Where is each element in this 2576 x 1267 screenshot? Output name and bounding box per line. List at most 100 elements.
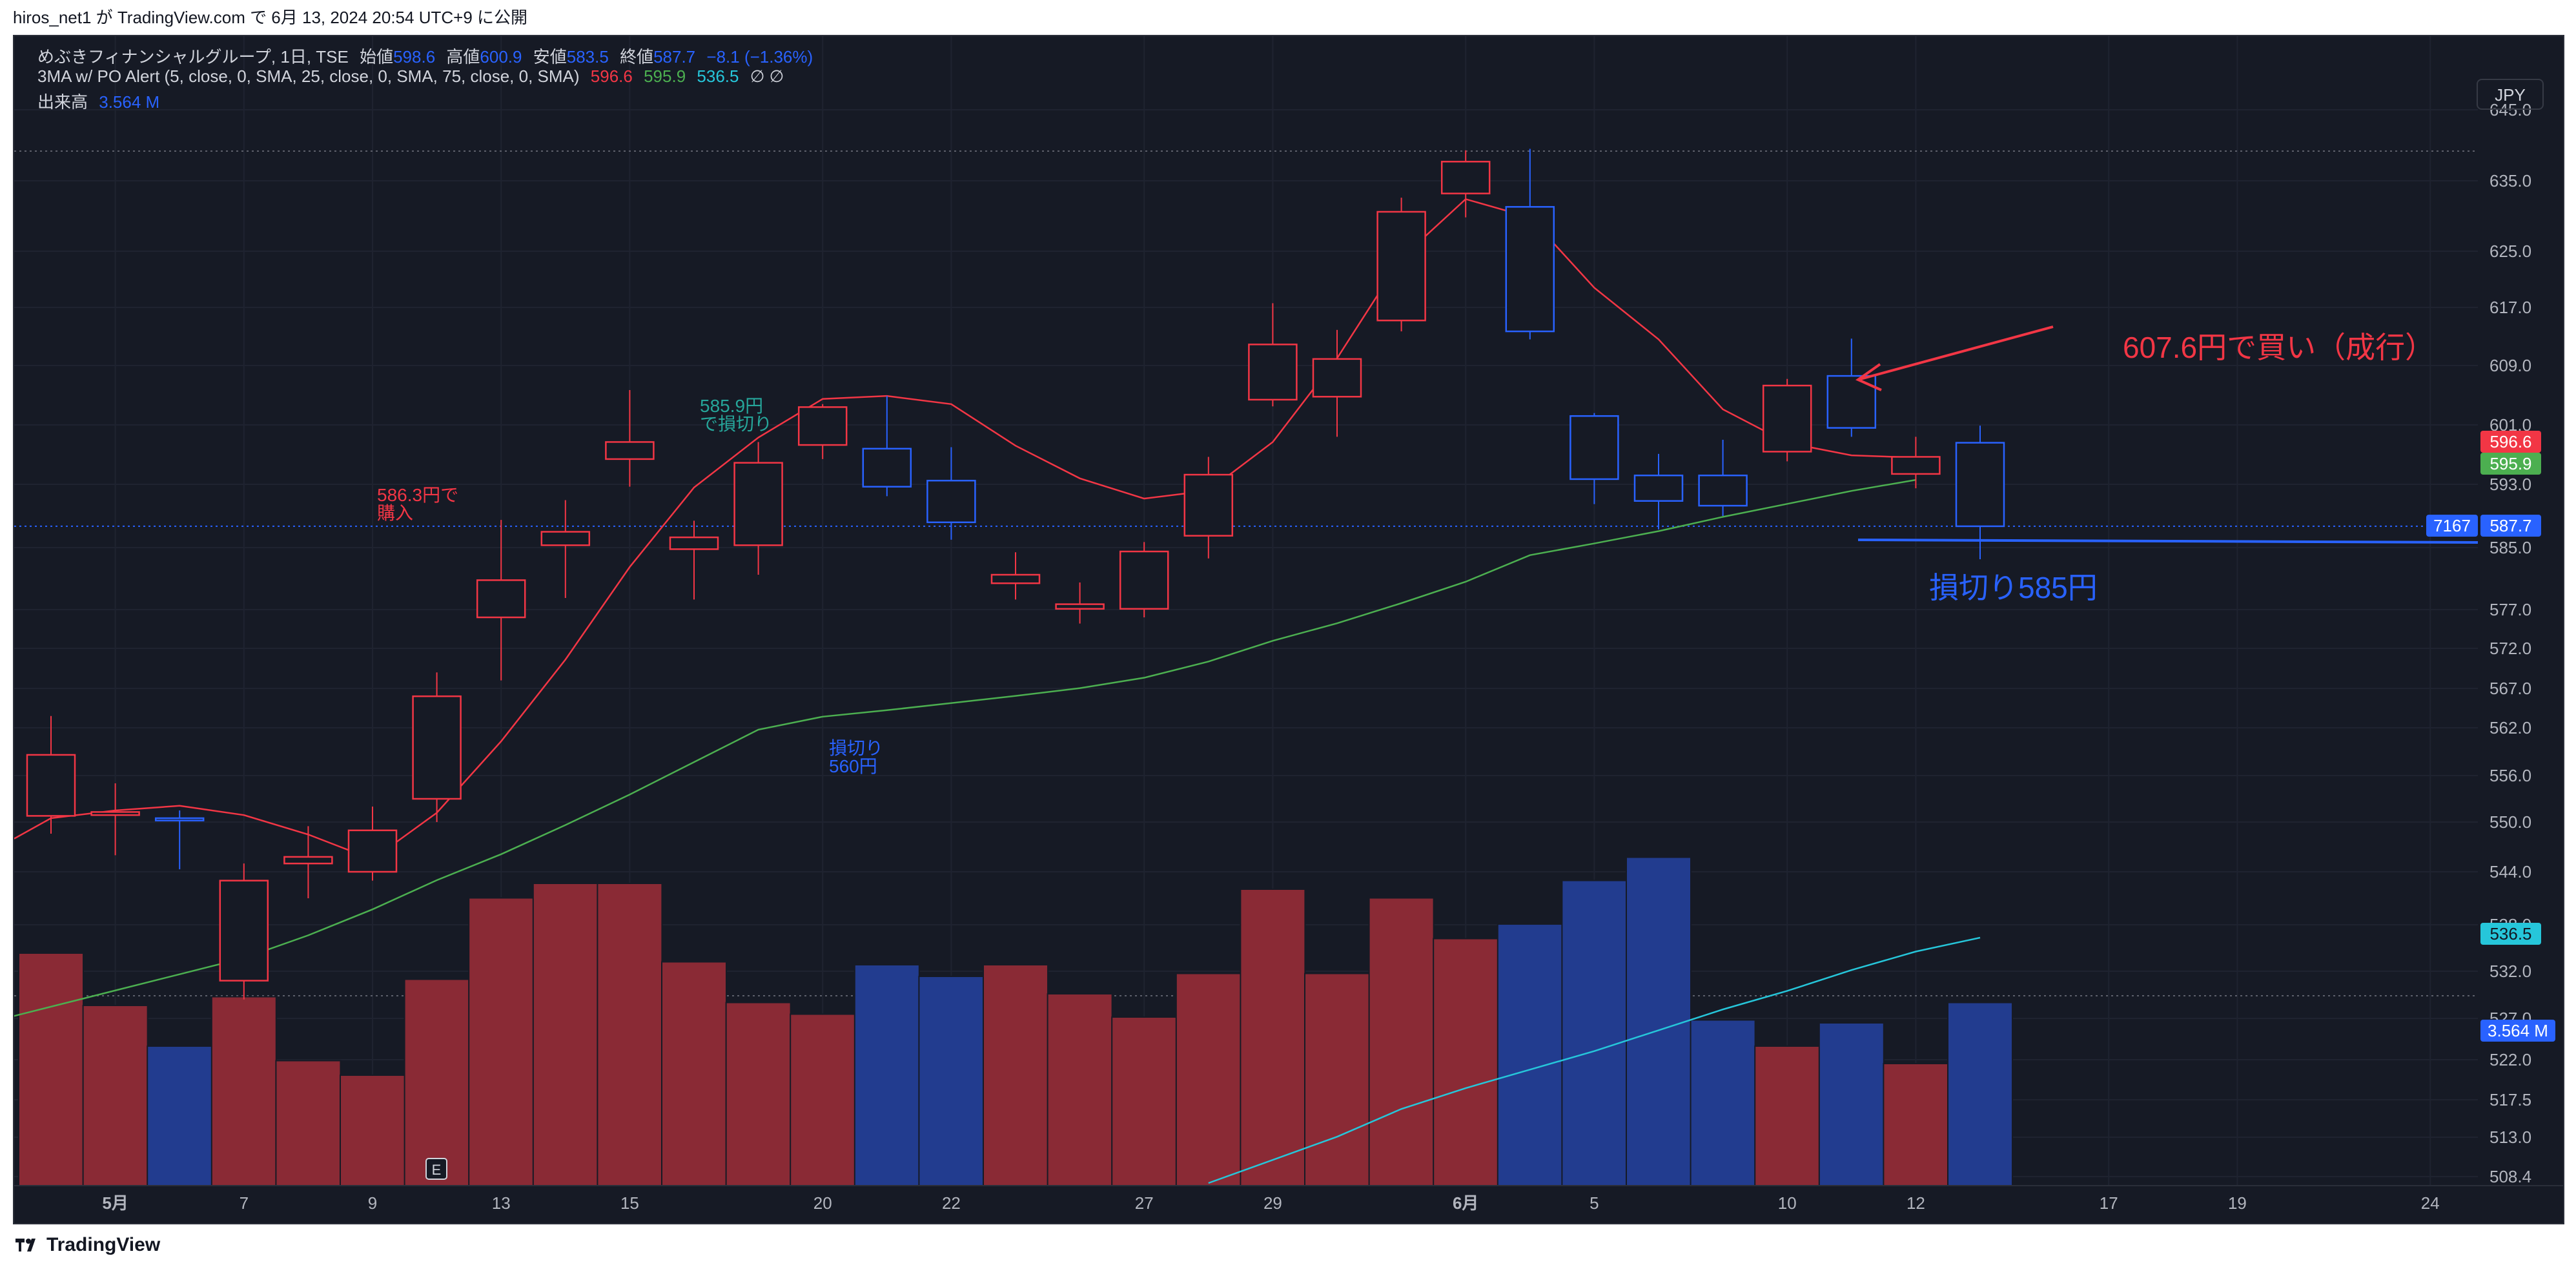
candle-body[interactable] xyxy=(283,856,333,865)
chart-frame[interactable]: 586.3円で購入 585.9円で損切り 損切り 560円 607.6円で買い（成行） 損… xyxy=(0,35,2564,1224)
volume-bar xyxy=(918,976,985,1186)
candle-body[interactable] xyxy=(733,462,783,546)
price-tick-label: 625.0 xyxy=(2489,242,2531,261)
legend-volume-label: 出来高 xyxy=(37,92,88,112)
candle-body[interactable] xyxy=(926,480,976,524)
time-tick-label: 13 xyxy=(492,1193,511,1213)
time-tick-label: 24 xyxy=(2421,1193,2440,1213)
stop-loss-line xyxy=(1857,539,2479,544)
candle-body[interactable] xyxy=(1119,550,1169,610)
volume-bar xyxy=(1368,897,1435,1186)
candle-body[interactable] xyxy=(669,536,719,550)
ma75-line xyxy=(1208,936,1981,1184)
price-tick-label: 585.0 xyxy=(2489,538,2531,557)
price-tag-countdown-bg xyxy=(2426,515,2478,537)
price-tag-last: 587.7 xyxy=(2489,516,2531,535)
price-tick-label: 550.0 xyxy=(2489,812,2531,832)
candle-body[interactable] xyxy=(90,811,140,816)
volume-bar xyxy=(468,897,535,1186)
legend-close: 587.7 xyxy=(653,47,696,67)
candle-body[interactable] xyxy=(1312,358,1362,398)
price-tick-label: 593.0 xyxy=(2489,475,2531,494)
volume-bar xyxy=(1818,1022,1885,1186)
price-tag-ma25-bg xyxy=(2480,453,2541,475)
price-tick-label: 645.0 xyxy=(2489,100,2531,119)
volume-bar xyxy=(1626,856,1692,1186)
time-tick-label: 6月 xyxy=(1453,1193,1478,1213)
earnings-marker[interactable] xyxy=(425,1158,447,1180)
candle-body[interactable] xyxy=(1698,474,1748,507)
legend-close-label: 終値 xyxy=(620,47,654,67)
candle-body[interactable] xyxy=(540,531,591,546)
volume-bar xyxy=(1497,923,1563,1186)
volume-bar xyxy=(597,883,663,1186)
candle-body[interactable] xyxy=(1762,384,1812,453)
volume-bar xyxy=(1883,1063,1949,1186)
time-tick-label: 12 xyxy=(1906,1193,1925,1213)
price-tick-label: 544.0 xyxy=(2489,862,2531,881)
time-tick-label: 15 xyxy=(620,1193,639,1213)
candle-body[interactable] xyxy=(1569,415,1619,480)
legend-empty-symbols: ∅ ∅ xyxy=(750,67,784,86)
candle-body[interactable] xyxy=(797,406,848,446)
tradingview-brand[interactable]: TradingView xyxy=(14,1233,160,1257)
ma25-line xyxy=(0,479,1916,1021)
candle-body[interactable] xyxy=(990,573,1041,584)
price-tick-label: 567.0 xyxy=(2489,679,2531,698)
candle-body[interactable] xyxy=(605,441,655,460)
legend-symbol: めぶきフィナンシャルグループ, 1日, TSE xyxy=(37,47,349,67)
legend-ma5: 596.6 xyxy=(590,67,633,86)
time-tick-label: 29 xyxy=(1263,1193,1282,1213)
candle-body[interactable] xyxy=(154,817,205,821)
price-tick-label: 508.4 xyxy=(2489,1167,2531,1186)
volume-bar xyxy=(661,961,727,1186)
volume-bar xyxy=(340,1075,405,1186)
price-tag-ma75-bg xyxy=(2480,923,2541,945)
candle-body[interactable] xyxy=(1055,603,1105,610)
footer: TradingView xyxy=(0,1224,2576,1267)
earnings-marker-label: E xyxy=(432,1162,442,1178)
volume-bar xyxy=(1947,1002,2013,1186)
legend-volume-row: 出来高 3.564 M xyxy=(37,89,166,113)
legend-indicator: 3MA w/ PO Alert (5, close, 0, SMA, 25, c… xyxy=(37,67,580,86)
candle-body[interactable] xyxy=(412,695,462,800)
time-tick-label: 5月 xyxy=(102,1193,128,1213)
time-tick-label: 22 xyxy=(942,1193,961,1213)
time-tick-label: 10 xyxy=(1778,1193,1797,1213)
candle-body[interactable] xyxy=(1440,161,1491,194)
candle-body[interactable] xyxy=(1183,473,1234,537)
price-tag-volume-bg xyxy=(2480,1020,2555,1042)
legend-open-label: 始値 xyxy=(360,47,394,67)
candle-body[interactable] xyxy=(1248,344,1298,401)
candle-body[interactable] xyxy=(1376,211,1426,322)
price-tick-label: 522.0 xyxy=(2489,1050,2531,1069)
volume-bar xyxy=(1754,1046,1821,1186)
volume-bar xyxy=(532,883,598,1186)
price-tick-label: 562.0 xyxy=(2489,718,2531,737)
price-tick-label: 577.0 xyxy=(2489,600,2531,619)
candle-body[interactable] xyxy=(219,880,269,982)
time-tick-label: 20 xyxy=(813,1193,832,1213)
volume-bar xyxy=(983,964,1048,1186)
price-tag-last-bg xyxy=(2480,515,2541,537)
volume-bar xyxy=(1111,1016,1178,1186)
time-tick-label: 17 xyxy=(2100,1193,2118,1213)
candle-body[interactable] xyxy=(1891,456,1941,475)
annotation-stop-note-1: 585.9円で損切り xyxy=(700,396,772,434)
candle-body[interactable] xyxy=(26,754,76,817)
volume-bar xyxy=(82,1005,148,1186)
candle-body[interactable] xyxy=(1633,474,1684,502)
time-tick-label: 5 xyxy=(1590,1193,1599,1213)
currency-button[interactable]: JPY xyxy=(2477,79,2544,110)
candle-body[interactable] xyxy=(347,829,398,873)
time-tick-label: 9 xyxy=(368,1193,377,1213)
candle-body[interactable] xyxy=(476,579,526,619)
candle-body[interactable] xyxy=(1505,206,1555,333)
volume-bar xyxy=(18,953,84,1186)
candle-body[interactable] xyxy=(1955,442,2005,528)
time-tick-label: 27 xyxy=(1135,1193,1154,1213)
volume-bar xyxy=(1175,973,1242,1186)
price-tick-label: 556.0 xyxy=(2489,766,2531,785)
candle-body[interactable] xyxy=(862,448,912,488)
